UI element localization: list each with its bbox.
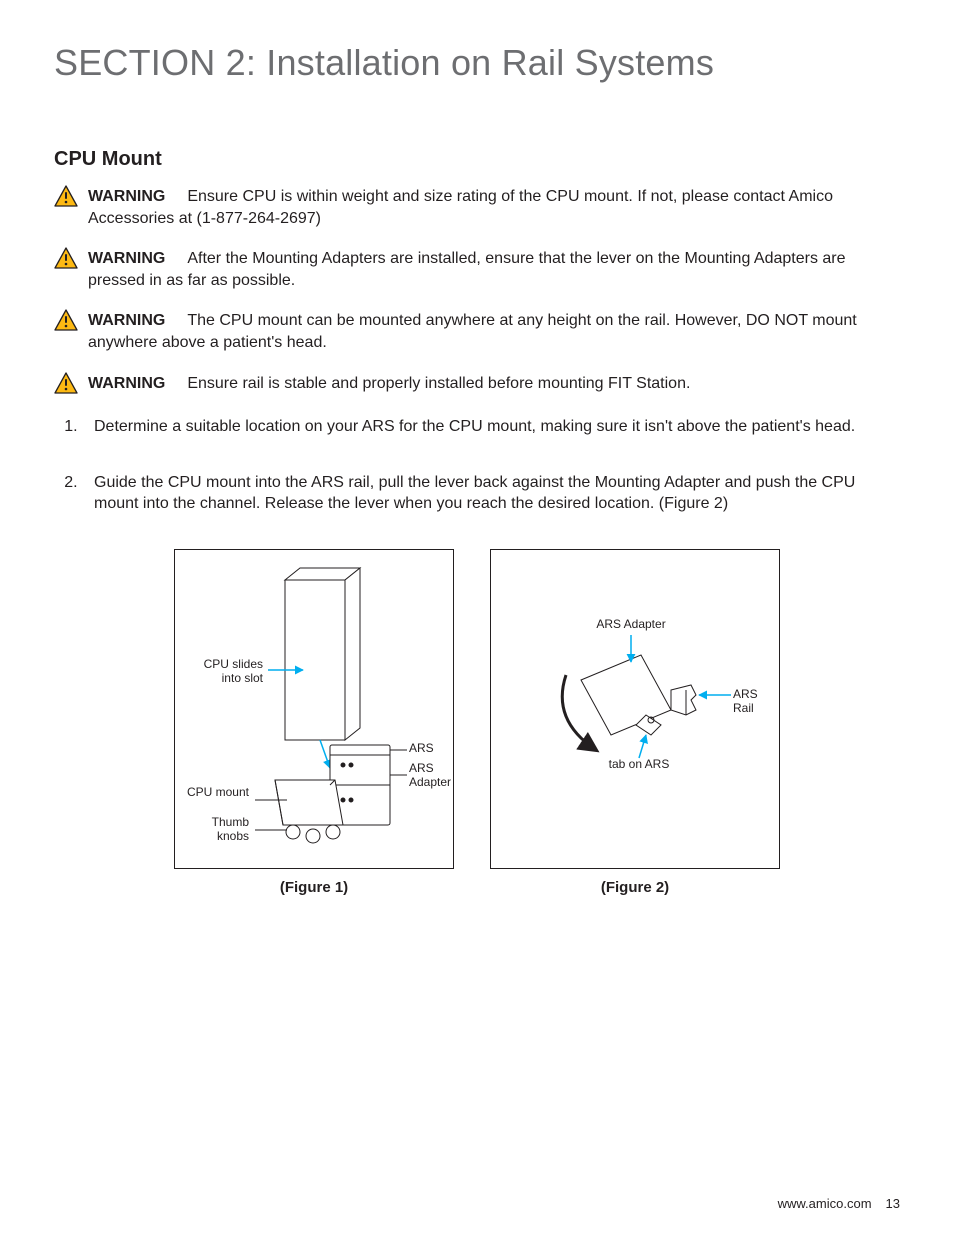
warning-label: WARNING <box>88 188 165 205</box>
step-item: Guide the CPU mount into the ARS rail, p… <box>82 472 900 515</box>
warning-label: WARNING <box>88 375 165 392</box>
figures-row: CPU slides into slot CPU mount Thumb kno… <box>54 549 900 896</box>
warning-block: WARNING Ensure rail is stable and properl… <box>54 372 900 395</box>
warning-block: WARNINGEnsure CPU is within weight and s… <box>54 185 900 229</box>
fig1-label-cpu-mount: CPU mount <box>183 786 249 800</box>
fig2-label-ars-rail: ARS Rail <box>733 688 779 716</box>
section-title: SECTION 2: Installation on Rail Systems <box>54 42 900 84</box>
warning-text: WARNINGThe CPU mount can be mounted anyw… <box>88 309 900 353</box>
steps-list: Determine a suitable location on your AR… <box>54 416 900 515</box>
warning-block: WARNINGAfter the Mounting Adapters are i… <box>54 247 900 291</box>
fig1-label-ars: ARS <box>409 742 434 756</box>
warning-body: After the Mounting Adapters are installe… <box>88 250 846 289</box>
page: SECTION 2: Installation on Rail Systems … <box>0 0 954 1235</box>
step-item: Determine a suitable location on your AR… <box>82 416 900 438</box>
warning-text: WARNINGAfter the Mounting Adapters are i… <box>88 247 900 291</box>
warning-icon <box>54 372 88 394</box>
fig2-label-tab-on-ars: tab on ARS <box>599 758 679 772</box>
warning-body: Ensure rail is stable and properly insta… <box>187 375 690 392</box>
warning-block: WARNINGThe CPU mount can be mounted anyw… <box>54 309 900 353</box>
figure-2: ARS Adapter ARS Rail tab on ARS (Figure … <box>490 549 780 896</box>
fig1-label-ars-adapter: ARS Adapter <box>409 762 453 790</box>
warning-icon <box>54 185 88 207</box>
warning-body: The CPU mount can be mounted anywhere at… <box>88 312 857 351</box>
warning-icon <box>54 309 88 331</box>
warning-label: WARNING <box>88 312 165 329</box>
warning-icon <box>54 247 88 269</box>
warning-text: WARNINGEnsure CPU is within weight and s… <box>88 185 900 229</box>
fig2-label-ars-adapter: ARS Adapter <box>591 618 671 632</box>
figure-2-caption: (Figure 2) <box>601 879 669 896</box>
figure-1-caption: (Figure 1) <box>280 879 348 896</box>
warning-label: WARNING <box>88 250 165 267</box>
footer-url: www.amico.com <box>778 1196 872 1211</box>
figure-1: CPU slides into slot CPU mount Thumb kno… <box>174 549 454 896</box>
fig1-label-cpu-slides: CPU slides into slot <box>183 658 263 686</box>
page-footer: www.amico.com 13 <box>778 1196 900 1211</box>
warning-text: WARNING Ensure rail is stable and properl… <box>88 372 900 395</box>
footer-page-number: 13 <box>886 1196 900 1211</box>
subhead-cpu-mount: CPU Mount <box>54 148 900 171</box>
fig1-label-thumb-knobs: Thumb knobs <box>183 816 249 844</box>
warning-body: Ensure CPU is within weight and size rat… <box>88 188 833 227</box>
